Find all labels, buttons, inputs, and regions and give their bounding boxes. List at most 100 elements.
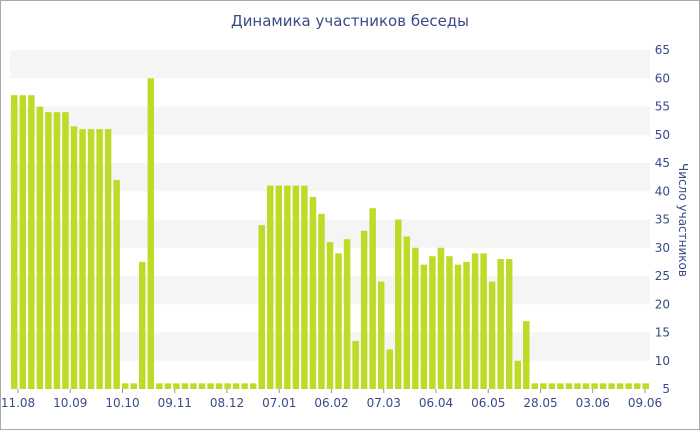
bar	[121, 383, 129, 389]
bar	[190, 383, 197, 389]
y-axis-ticks: 5 10 15 20 25 30 35 40 45 50 55 60 65	[655, 43, 670, 396]
bar	[318, 213, 325, 389]
bar	[395, 219, 402, 389]
bar	[301, 185, 308, 389]
bar	[642, 383, 649, 389]
y-axis-label: Число участников	[676, 163, 690, 277]
y-tick-label: 35	[655, 213, 670, 227]
x-tick-label: 09.11	[158, 396, 192, 410]
bar	[147, 78, 155, 389]
y-tick-label: 60	[655, 71, 670, 85]
bar	[437, 247, 445, 389]
y-tick-label: 10	[655, 354, 670, 368]
bar	[164, 383, 172, 389]
bar	[224, 383, 231, 389]
x-tick-label: 11.08	[1, 396, 35, 410]
bar	[369, 208, 376, 389]
bar	[352, 340, 359, 389]
y-tick-label: 50	[655, 128, 670, 142]
bar	[548, 383, 556, 389]
bar	[87, 129, 95, 389]
bar	[36, 106, 44, 389]
bar	[156, 383, 163, 389]
bar	[207, 383, 214, 389]
grid-band	[10, 50, 650, 79]
bar	[326, 242, 334, 389]
bar-series	[11, 78, 649, 390]
bar	[258, 225, 265, 389]
y-tick-label: 40	[655, 184, 670, 198]
bar	[463, 261, 470, 389]
bar	[343, 239, 351, 389]
x-tick-label: 06.05	[471, 396, 505, 410]
bar	[335, 253, 342, 389]
bar	[139, 261, 146, 389]
bar	[403, 236, 411, 389]
bar	[249, 383, 257, 389]
bar	[28, 95, 35, 389]
x-tick-label: 09.06	[628, 396, 662, 410]
grid-band	[10, 106, 650, 135]
chart-title: Динамика участников беседы	[230, 12, 470, 30]
x-tick-label: 28.05	[523, 396, 557, 410]
x-tick-label: 10.09	[53, 396, 87, 410]
bar	[488, 281, 496, 389]
bar	[198, 383, 206, 389]
bar	[309, 196, 317, 389]
bar	[565, 383, 573, 389]
bar	[616, 383, 624, 389]
bar	[514, 360, 521, 389]
bar	[292, 185, 300, 389]
bar	[557, 383, 564, 389]
x-tick-label: 06.04	[419, 396, 453, 410]
bar	[591, 383, 598, 389]
bar	[181, 383, 189, 389]
bar	[412, 247, 419, 389]
bar	[582, 383, 590, 389]
x-tick-label: 07.03	[367, 396, 401, 410]
bar	[446, 256, 453, 389]
bar	[540, 383, 547, 389]
bar	[471, 253, 479, 389]
x-tick-label: 03.06	[576, 396, 610, 410]
bar	[523, 321, 530, 389]
bar	[497, 259, 504, 389]
y-tick-label: 30	[655, 241, 670, 255]
bar	[113, 179, 120, 389]
bar	[377, 281, 385, 389]
bar	[625, 383, 632, 389]
y-tick-label: 65	[655, 43, 670, 57]
bar	[62, 112, 69, 390]
bar	[130, 383, 137, 389]
x-axis-ticks: 11.08 10.09 10.10 09.11 08.12 07.01 06.02 07.03…	[1, 389, 662, 410]
y-tick-label: 20	[655, 297, 670, 311]
bar	[241, 383, 248, 389]
x-tick-label: 06.02	[314, 396, 348, 410]
y-tick-label: 45	[655, 156, 670, 170]
bar	[173, 383, 180, 389]
bar	[232, 383, 240, 389]
x-tick-label: 10.10	[105, 396, 139, 410]
bar	[454, 264, 462, 389]
bar	[11, 95, 18, 389]
bar	[45, 112, 52, 390]
y-tick-label: 55	[655, 100, 670, 114]
bar	[574, 383, 581, 389]
bar	[360, 230, 368, 389]
bar	[215, 383, 223, 389]
bar	[284, 185, 291, 389]
bar	[633, 383, 641, 389]
x-tick-label: 08.12	[210, 396, 244, 410]
bar	[480, 253, 487, 389]
bar	[386, 349, 393, 389]
bar	[53, 112, 61, 390]
bar	[19, 95, 27, 389]
bar	[505, 259, 513, 389]
bar	[608, 383, 615, 389]
bar	[70, 126, 78, 390]
bar	[275, 185, 283, 389]
y-tick-label: 25	[655, 269, 670, 283]
bar	[599, 383, 607, 389]
bar	[96, 129, 103, 389]
